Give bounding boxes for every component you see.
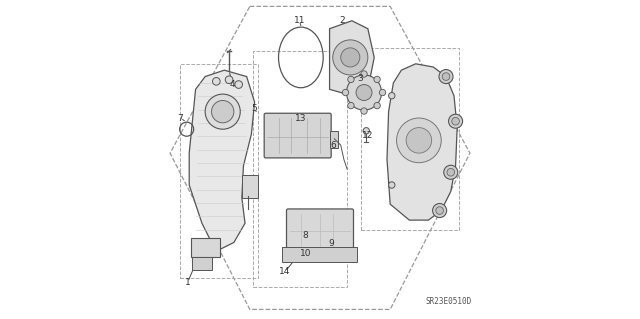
Text: SR23E0510D: SR23E0510D xyxy=(425,297,472,306)
Circle shape xyxy=(380,89,386,96)
Bar xyxy=(180,64,258,278)
Bar xyxy=(191,238,220,257)
Polygon shape xyxy=(330,21,374,96)
Circle shape xyxy=(342,89,349,96)
Circle shape xyxy=(388,93,395,99)
Circle shape xyxy=(346,75,381,110)
FancyBboxPatch shape xyxy=(264,113,331,158)
Circle shape xyxy=(452,117,460,125)
Circle shape xyxy=(436,207,444,214)
Bar xyxy=(362,48,459,230)
Circle shape xyxy=(397,118,441,163)
Bar xyxy=(253,51,347,287)
Circle shape xyxy=(361,71,367,77)
Circle shape xyxy=(449,114,463,128)
FancyBboxPatch shape xyxy=(287,209,353,250)
Circle shape xyxy=(388,182,395,188)
Circle shape xyxy=(433,204,447,218)
Text: 12: 12 xyxy=(362,131,374,140)
Circle shape xyxy=(212,100,234,123)
Circle shape xyxy=(348,102,354,109)
Circle shape xyxy=(340,48,360,67)
Circle shape xyxy=(439,70,453,84)
Circle shape xyxy=(374,76,380,83)
Circle shape xyxy=(225,76,233,84)
Circle shape xyxy=(406,128,431,153)
Text: 3: 3 xyxy=(357,74,363,83)
Bar xyxy=(282,247,356,262)
Polygon shape xyxy=(189,70,255,249)
Circle shape xyxy=(442,73,450,80)
Text: 9: 9 xyxy=(328,239,334,248)
Polygon shape xyxy=(387,64,457,220)
Bar xyxy=(242,175,258,198)
Bar xyxy=(330,131,337,148)
Circle shape xyxy=(374,102,380,109)
Text: 7: 7 xyxy=(177,114,183,122)
Text: 11: 11 xyxy=(294,16,305,25)
Circle shape xyxy=(348,76,354,83)
Text: 6: 6 xyxy=(330,141,335,150)
Circle shape xyxy=(333,40,368,75)
Circle shape xyxy=(356,85,372,100)
Bar xyxy=(193,257,212,270)
Text: 1: 1 xyxy=(185,278,191,287)
Text: 5: 5 xyxy=(252,104,257,113)
Circle shape xyxy=(444,165,458,179)
Text: 13: 13 xyxy=(295,114,307,122)
Circle shape xyxy=(361,108,367,114)
Text: 2: 2 xyxy=(339,16,345,25)
Circle shape xyxy=(205,94,240,129)
Text: 10: 10 xyxy=(300,249,312,258)
Text: 14: 14 xyxy=(279,267,291,276)
Circle shape xyxy=(447,168,454,176)
Text: 4: 4 xyxy=(230,80,235,89)
Circle shape xyxy=(363,128,369,134)
Circle shape xyxy=(235,81,243,88)
Text: 8: 8 xyxy=(303,231,308,240)
Circle shape xyxy=(212,78,220,85)
